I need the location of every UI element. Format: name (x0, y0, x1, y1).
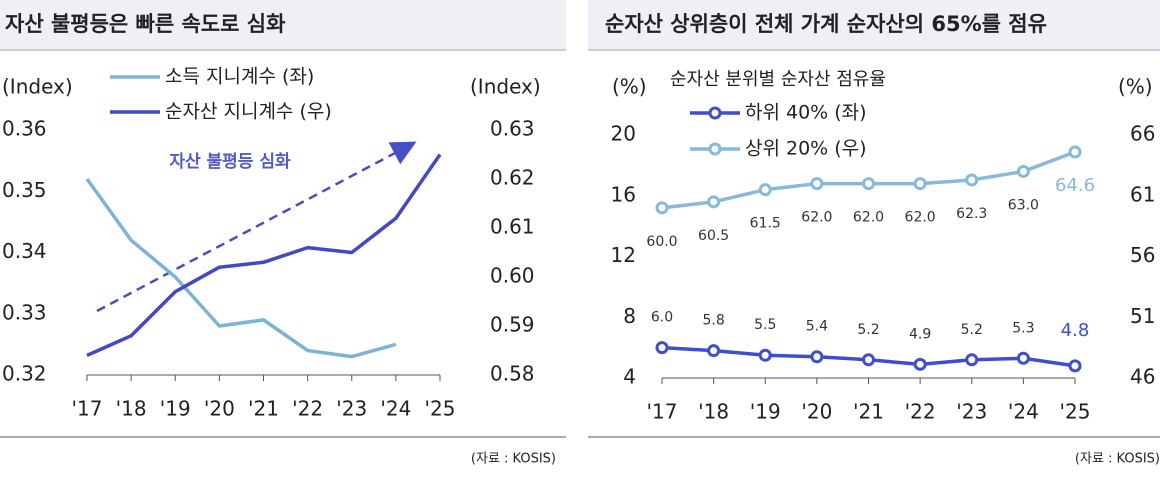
y-tick-label: 0.33 (2, 300, 47, 324)
y2-tick-label: 51 (1130, 304, 1155, 328)
x-tick-label: '18 (116, 397, 147, 421)
point (1016, 164, 1030, 178)
x-tick-label: '22 (292, 397, 323, 421)
value-label: 5.5 (754, 317, 776, 333)
point (810, 350, 824, 364)
y2-tick-label: 0.61 (490, 215, 535, 239)
y-tick-label: 0.32 (2, 362, 47, 386)
x-tick-label: '19 (750, 400, 781, 424)
x-tick-label: '17 (647, 400, 678, 424)
y2-axis-label: (Index) (470, 75, 541, 99)
y2-tick-label: 0.63 (490, 117, 535, 141)
legend-label: 하위 40% (좌) (745, 102, 867, 124)
point (810, 177, 824, 191)
value-label: 60.0 (646, 234, 677, 250)
x-tick-label: '19 (160, 397, 191, 421)
legend-label: 상위 20% (우) (745, 138, 867, 160)
source: (자료 : KOSIS) (1075, 452, 1160, 467)
y2-tick-label: 0.60 (490, 264, 535, 288)
y2-tick-label: 46 (1130, 365, 1155, 389)
y2-tick-label: 61 (1130, 182, 1155, 206)
y-axis-label: (%) (612, 75, 647, 99)
y-tick-label: 0.35 (2, 178, 47, 202)
point (707, 195, 721, 209)
point (655, 201, 669, 215)
legend-label: 순자산 지니계수 (우) (165, 101, 332, 123)
legend-marker (708, 106, 722, 120)
y-tick-label: 16 (611, 182, 636, 206)
y-tick-label: 0.36 (2, 117, 47, 141)
x-tick-label: '20 (801, 400, 832, 424)
x-tick-label: '23 (956, 400, 987, 424)
series-line (86, 153, 442, 357)
x-tick-label: '17 (72, 397, 103, 421)
y2-tick-label: 0.62 (490, 166, 535, 190)
point (913, 177, 927, 191)
annotation: 자산 불평등 심화 (169, 152, 291, 172)
y2-tick-label: 0.59 (490, 313, 535, 337)
point (1068, 145, 1082, 159)
point (655, 341, 669, 355)
point (758, 348, 772, 362)
value-label: 4.8 (1061, 320, 1090, 341)
y-tick-label: 20 (611, 122, 636, 146)
point (965, 353, 979, 367)
value-label: 5.4 (806, 319, 828, 335)
value-label: 62.0 (853, 210, 884, 226)
title-bar (0, 0, 566, 50)
point (707, 344, 721, 358)
value-label: 5.3 (1012, 320, 1034, 336)
y-tick-label: 12 (611, 243, 636, 267)
value-label: 5.2 (857, 322, 879, 338)
x-tick-label: '25 (425, 397, 456, 421)
point (1068, 359, 1082, 373)
subtitle: 순자산 분위별 순자산 점유율 (670, 69, 886, 90)
value-label: 60.5 (698, 228, 729, 244)
value-label: 4.9 (909, 326, 931, 342)
value-label: 64.6 (1055, 175, 1095, 196)
x-tick-label: '25 (1060, 400, 1091, 424)
chart-title: 자산 불평등은 빠른 속도로 심화 (5, 12, 286, 36)
value-label: 5.2 (961, 322, 983, 338)
y-axis-label: (Index) (2, 75, 73, 99)
chart-title: 순자산 상위층이 전체 가계 순자산의 65%를 점유 (605, 12, 1047, 36)
point (862, 177, 875, 191)
value-label: 62.3 (956, 206, 987, 222)
y2-tick-label: 56 (1130, 243, 1155, 267)
value-label: 62.0 (801, 210, 832, 226)
value-label: 5.8 (702, 313, 724, 329)
y-tick-label: 8 (623, 304, 636, 328)
series-line (85, 177, 397, 359)
point (965, 173, 979, 187)
x-tick-label: '22 (905, 400, 936, 424)
x-tick-label: '21 (248, 397, 279, 421)
x-tick-label: '18 (698, 400, 729, 424)
point (1016, 351, 1030, 365)
y2-tick-label: 66 (1130, 122, 1155, 146)
point (758, 183, 772, 197)
x-tick-label: '21 (853, 400, 884, 424)
y2-tick-label: 0.58 (490, 362, 535, 386)
value-label: 61.5 (750, 216, 781, 232)
x-tick-label: '24 (1008, 400, 1039, 424)
x-tick-label: '24 (380, 397, 411, 421)
point (862, 353, 875, 367)
value-label: 6.0 (651, 310, 673, 326)
value-label: 63.0 (1008, 197, 1039, 213)
legend-marker (708, 142, 722, 156)
y-tick-label: 0.34 (2, 239, 47, 263)
y2-axis-label: (%) (1118, 75, 1153, 99)
point (913, 357, 927, 371)
y-tick-label: 4 (623, 365, 636, 389)
x-tick-label: '23 (336, 397, 367, 421)
title-bar (588, 0, 1160, 50)
value-label: 62.0 (905, 210, 936, 226)
x-tick-label: '20 (204, 397, 235, 421)
legend-label: 소득 지니계수 (좌) (165, 66, 314, 88)
source: (자료 : KOSIS) (471, 452, 556, 467)
